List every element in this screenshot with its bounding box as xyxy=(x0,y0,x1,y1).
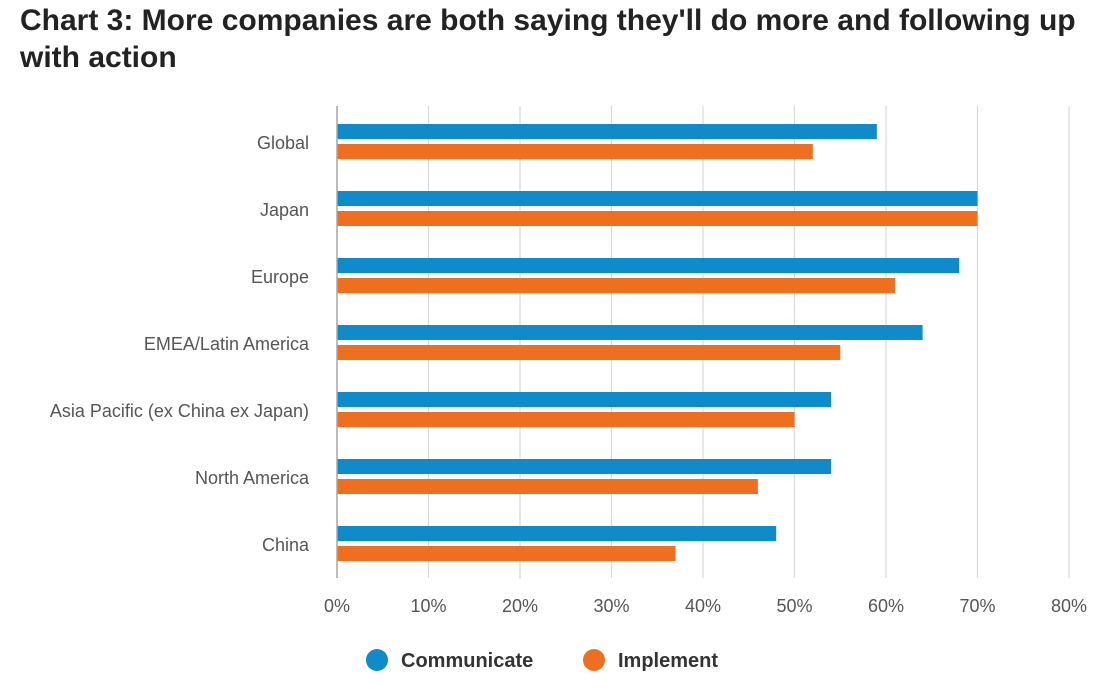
x-tick-label-50: 50% xyxy=(776,596,812,616)
x-tick-label-0: 0% xyxy=(324,596,350,616)
category-label-emea-latin-america: EMEA/Latin America xyxy=(144,334,310,354)
gridlines xyxy=(427,106,1070,578)
bar-implement-global xyxy=(337,144,813,159)
category-label-china: China xyxy=(262,535,310,555)
x-tick-label-80: 80% xyxy=(1051,596,1087,616)
bar-communicate-north-america xyxy=(337,459,832,474)
bar-implement-north-america xyxy=(337,479,758,494)
bar-communicate-asia-pacific-ex-china-ex-japan xyxy=(337,392,832,407)
category-label-north-america: North America xyxy=(195,468,310,488)
chart-title: Chart 3: More companies are both saying … xyxy=(20,4,1076,74)
bar-implement-emea-latin-america xyxy=(337,345,841,360)
x-tick-label-40: 40% xyxy=(685,596,721,616)
legend-marker-communicate xyxy=(366,649,388,671)
bar-implement-europe xyxy=(337,278,896,293)
category-label-global: Global xyxy=(257,133,309,153)
bar-communicate-japan xyxy=(337,191,978,206)
bar-communicate-emea-latin-america xyxy=(337,325,923,340)
x-tick-label-60: 60% xyxy=(868,596,904,616)
x-tick-label-30: 30% xyxy=(593,596,629,616)
bars xyxy=(337,124,978,561)
bar-communicate-global xyxy=(337,124,877,139)
legend: Communicate Implement xyxy=(366,649,718,672)
category-label-europe: Europe xyxy=(251,267,309,287)
bar-implement-china xyxy=(337,546,676,561)
bar-communicate-china xyxy=(337,526,777,541)
category-label-asia-pacific-ex-china-ex-japan: Asia Pacific (ex China ex Japan) xyxy=(50,401,309,421)
legend-label-implement: Implement xyxy=(618,650,718,672)
x-tick-label-10: 10% xyxy=(410,596,446,616)
legend-label-communicate: Communicate xyxy=(401,650,533,672)
bar-implement-japan xyxy=(337,211,978,226)
category-label-japan: Japan xyxy=(260,200,309,220)
bar-implement-asia-pacific-ex-china-ex-japan xyxy=(337,412,795,427)
x-tick-label-70: 70% xyxy=(959,596,995,616)
tick-labels: 0% 10% 20% 30% 40% 50% 60% 70% 80% xyxy=(324,596,1087,616)
category-labels: Global Japan Europe EMEA/Latin America Asia … xyxy=(50,133,310,555)
bar-communicate-europe xyxy=(337,258,960,273)
legend-marker-implement xyxy=(583,649,605,671)
x-tick-label-20: 20% xyxy=(502,596,538,616)
